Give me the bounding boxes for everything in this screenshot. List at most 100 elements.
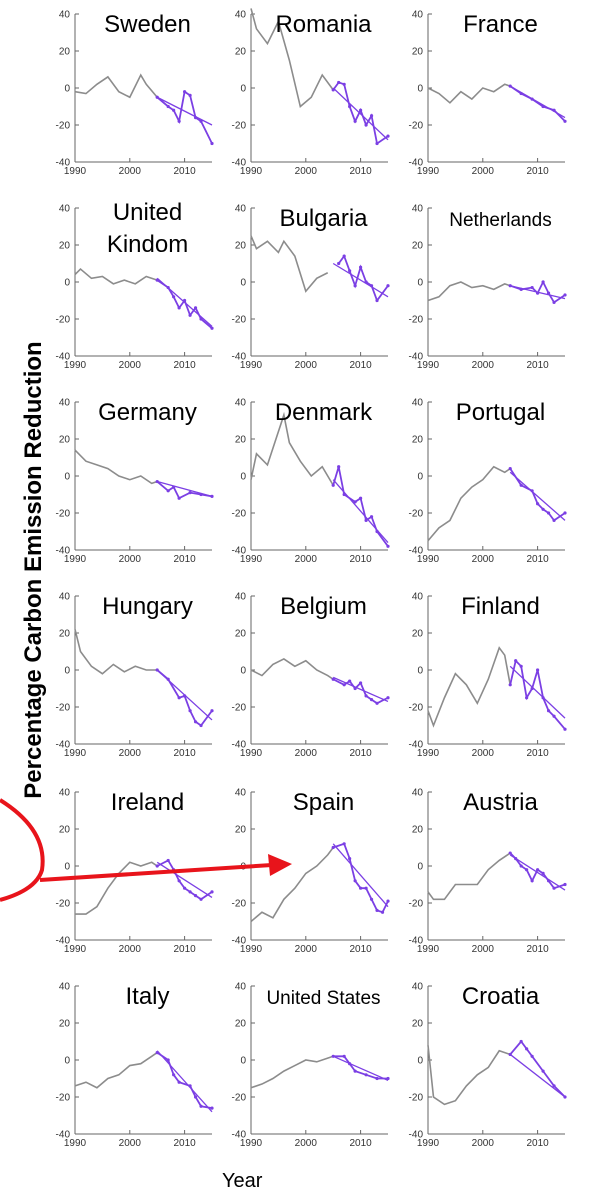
y-tick-label: 40 — [59, 982, 71, 993]
data-point — [369, 114, 374, 118]
panel-austria: -40 -20 0 20 40 1990 2000 2010 Austria — [409, 788, 567, 955]
data-point — [530, 879, 534, 883]
data-point — [536, 291, 540, 295]
y-tick-label: -20 — [56, 899, 71, 910]
data-point — [519, 664, 523, 668]
y-tick-label: 40 — [412, 398, 424, 409]
data-point — [337, 465, 341, 469]
data-point — [342, 82, 346, 86]
data-point — [386, 899, 390, 903]
x-tick-label: 2000 — [472, 554, 495, 565]
y-tick-label: 0 — [64, 472, 70, 483]
data-point — [514, 659, 518, 663]
y-tick-label: 40 — [412, 10, 424, 21]
y-tick-label: -40 — [409, 158, 424, 169]
y-tick-label: -20 — [409, 899, 424, 910]
data-point — [342, 254, 346, 258]
x-tick-label: 2010 — [349, 748, 372, 759]
data-point — [331, 1054, 335, 1058]
panel-title: Romania — [275, 11, 372, 38]
data-point — [172, 485, 176, 489]
data-point — [166, 1058, 170, 1062]
historic-series-line — [250, 1055, 334, 1089]
y-tick-label: 20 — [59, 629, 71, 640]
recent-series-line — [332, 466, 389, 547]
data-point — [386, 544, 390, 548]
x-tick-label: 1990 — [417, 554, 440, 565]
data-point — [172, 1073, 176, 1077]
data-point — [375, 1076, 379, 1081]
x-tick-label: 2000 — [295, 554, 318, 565]
data-point — [530, 285, 534, 290]
historic-series-line — [427, 646, 511, 728]
panel-croatia: -40 -20 0 20 40 1990 2000 2010 Croatia — [409, 982, 567, 1149]
data-point — [530, 686, 534, 691]
historic-series-line — [427, 465, 511, 542]
data-point — [514, 857, 518, 861]
y-tick-label: 40 — [59, 592, 71, 603]
trend-line — [509, 1053, 566, 1098]
data-point — [536, 868, 540, 872]
recent-series-line — [156, 90, 213, 144]
data-point — [331, 483, 335, 487]
data-point — [331, 845, 335, 850]
x-tick-label: 2010 — [173, 554, 196, 565]
data-point — [188, 93, 192, 97]
y-tick-label: 0 — [64, 278, 70, 289]
data-point — [541, 104, 545, 109]
data-point — [188, 1084, 192, 1088]
data-point — [541, 507, 545, 511]
historic-series-line — [74, 449, 158, 485]
data-point — [353, 284, 357, 288]
x-tick-label: 2000 — [472, 748, 495, 759]
data-point — [188, 313, 192, 317]
historic-series-line — [74, 1051, 158, 1089]
y-tick-label: 40 — [412, 982, 424, 993]
x-tick-label: 2010 — [173, 360, 196, 371]
recent-series-line — [337, 254, 389, 303]
x-tick-label: 1990 — [64, 166, 87, 177]
panel-title: Croatia — [462, 983, 540, 1010]
data-point — [210, 890, 214, 894]
data-point — [348, 857, 352, 861]
data-point — [369, 284, 374, 288]
data-point — [364, 518, 368, 523]
x-tick-label: 2010 — [173, 944, 196, 955]
y-tick-label: 40 — [412, 592, 424, 603]
x-tick-label: 2000 — [472, 944, 495, 955]
panel-denmark: -40 -20 0 20 40 1990 2000 2010 Denmark — [232, 398, 390, 565]
data-point — [508, 683, 512, 687]
panel-germany: -40 -20 0 20 40 1990 2000 2010 Germany — [56, 398, 214, 565]
data-point — [375, 529, 379, 534]
data-point — [166, 489, 170, 493]
x-tick-label: 2010 — [349, 1138, 372, 1149]
historic-series-line — [427, 852, 511, 901]
x-tick-label: 1990 — [240, 166, 263, 177]
x-tick-label: 2000 — [295, 360, 318, 371]
trend-line — [332, 262, 389, 298]
x-tick-label: 1990 — [64, 554, 87, 565]
panel-romania: -40 -20 0 20 40 1990 2000 2010 Romania — [232, 8, 390, 177]
y-tick-label: 0 — [417, 278, 423, 289]
x-tick-label: 2010 — [173, 748, 196, 759]
trend-line — [332, 479, 389, 544]
y-tick-label: -40 — [56, 352, 71, 363]
panel-netherlands: -40 -20 0 20 40 1990 2000 2010 Netherlands — [409, 204, 567, 371]
data-point — [342, 1054, 346, 1058]
data-point — [348, 104, 352, 109]
y-tick-label: -40 — [409, 936, 424, 947]
panel-title: Finland — [461, 593, 540, 620]
y-tick-label: -20 — [232, 1093, 247, 1104]
data-point — [353, 686, 357, 691]
data-point — [530, 489, 534, 493]
y-tick-label: -20 — [409, 121, 424, 132]
data-point — [552, 714, 556, 718]
x-tick-label: 1990 — [417, 360, 440, 371]
data-point — [546, 511, 551, 515]
data-point — [546, 291, 551, 295]
panel-title: Bulgaria — [279, 205, 368, 232]
data-point — [563, 727, 567, 731]
y-tick-label: -20 — [232, 121, 247, 132]
data-point — [519, 287, 523, 291]
data-point — [530, 97, 534, 101]
